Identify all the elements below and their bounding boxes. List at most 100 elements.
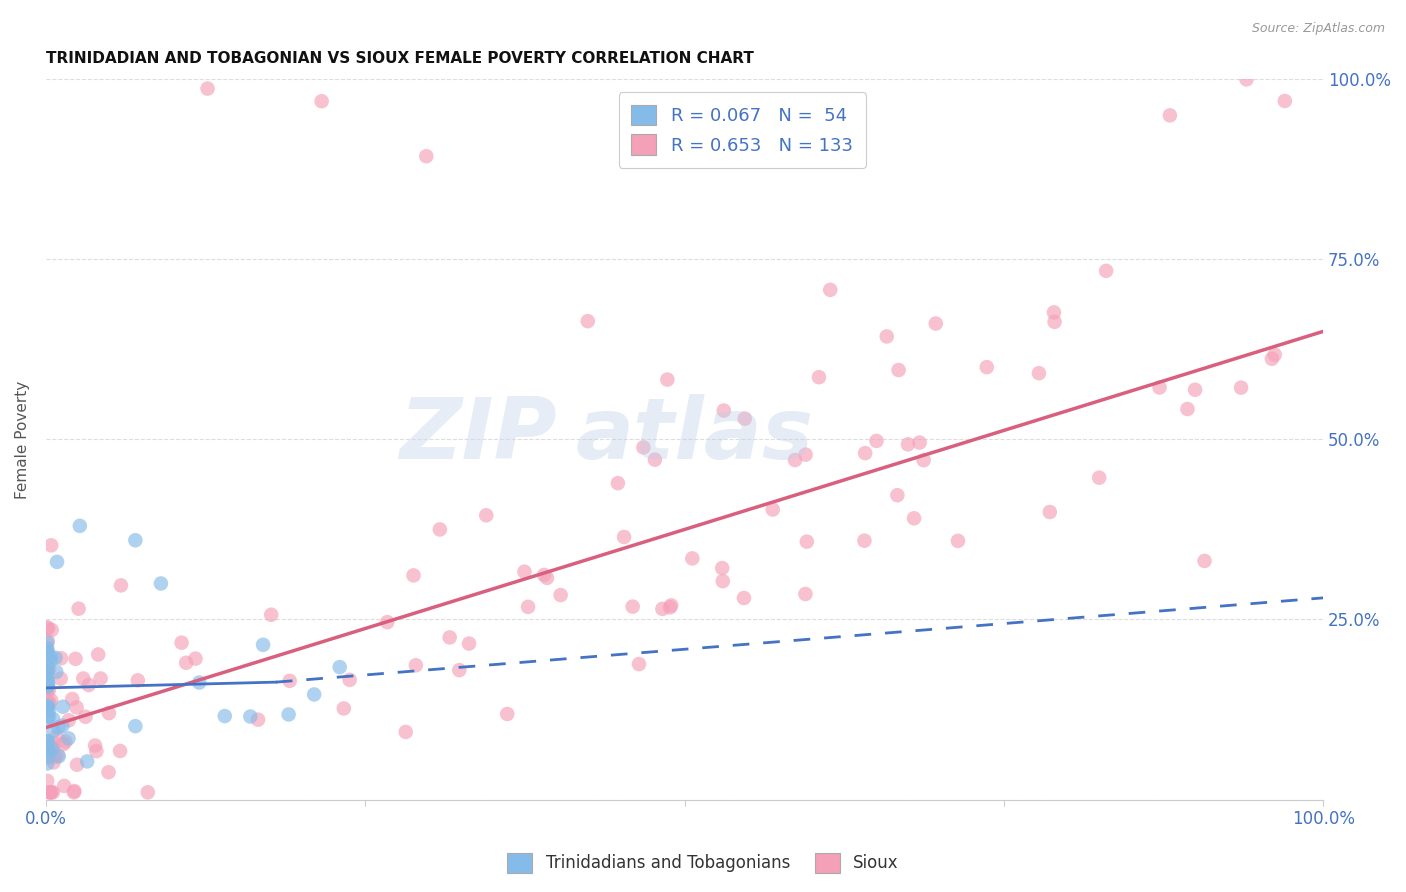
Point: [886, 488, 908, 502]
Point: [97, 706, 120, 720]
Point: [925, 317, 948, 331]
Point: [1236, 72, 1258, 87]
Point: [48, 720, 70, 734]
Point: [976, 360, 998, 375]
Point: [49, 672, 72, 686]
Point: [853, 533, 876, 548]
Point: [621, 599, 644, 614]
Point: [37, 756, 59, 771]
Point: [44, 650, 66, 665]
Point: [39, 785, 62, 799]
Point: [37, 673, 59, 687]
Point: [1264, 348, 1286, 362]
Point: [37, 738, 59, 752]
Point: [475, 508, 498, 523]
Point: [37, 679, 59, 693]
Point: [252, 638, 274, 652]
Point: [37, 622, 59, 636]
Point: [415, 149, 437, 163]
Point: [1261, 351, 1284, 366]
Point: [41, 623, 63, 637]
Point: [247, 713, 270, 727]
Point: [37, 665, 59, 679]
Point: [214, 709, 236, 723]
Point: [807, 370, 830, 384]
Point: [37, 740, 59, 755]
Text: atlas: atlas: [576, 394, 814, 477]
Point: [37, 620, 59, 634]
Point: [711, 574, 734, 588]
Point: [1177, 402, 1199, 417]
Point: [37, 700, 59, 714]
Point: [783, 453, 806, 467]
Point: [39, 650, 62, 665]
Point: [302, 688, 325, 702]
Point: [458, 636, 481, 650]
Point: [876, 329, 898, 343]
Point: [65, 652, 87, 666]
Point: [333, 701, 356, 715]
Point: [644, 452, 666, 467]
Point: [110, 578, 132, 592]
Point: [39, 785, 62, 799]
Point: [60, 692, 83, 706]
Point: [1043, 305, 1066, 319]
Point: [37, 773, 59, 788]
Point: [38, 709, 60, 723]
Point: [1095, 264, 1118, 278]
Point: [38, 662, 60, 676]
Point: [651, 602, 673, 616]
Point: [42, 723, 65, 738]
Point: [38, 743, 60, 757]
Point: [38, 703, 60, 717]
Point: [681, 551, 703, 566]
Point: [66, 700, 89, 714]
Point: [37, 647, 59, 661]
Point: [127, 673, 149, 688]
Point: [37, 747, 59, 762]
Point: [853, 446, 876, 460]
Point: [42, 756, 65, 770]
Point: [87, 648, 110, 662]
Point: [37, 743, 59, 757]
Point: [37, 665, 59, 680]
Point: [1043, 315, 1066, 329]
Point: [449, 663, 471, 677]
Legend: R = 0.067   N =  54, R = 0.653   N = 133: R = 0.067 N = 54, R = 0.653 N = 133: [619, 92, 866, 168]
Point: [439, 631, 461, 645]
Point: [39, 693, 62, 707]
Point: [903, 511, 925, 525]
Point: [170, 635, 193, 649]
Point: [37, 678, 59, 692]
Point: [897, 437, 920, 451]
Point: [55, 735, 77, 749]
Point: [277, 707, 299, 722]
Point: [38, 683, 60, 698]
Point: [311, 94, 333, 108]
Point: [513, 565, 536, 579]
Point: [67, 601, 90, 615]
Point: [887, 363, 910, 377]
Point: [37, 735, 59, 749]
Point: [58, 731, 80, 746]
Point: [402, 568, 425, 582]
Point: [395, 725, 418, 739]
Point: [38, 785, 60, 799]
Point: [49, 651, 72, 665]
Point: [39, 739, 62, 753]
Point: [946, 533, 969, 548]
Point: [37, 634, 59, 648]
Point: [550, 588, 572, 602]
Point: [42, 712, 65, 726]
Point: [794, 587, 817, 601]
Point: [52, 699, 75, 714]
Point: [77, 678, 100, 692]
Point: [69, 519, 91, 533]
Point: [38, 696, 60, 710]
Point: [149, 576, 172, 591]
Point: [174, 656, 197, 670]
Point: [53, 779, 76, 793]
Point: [184, 651, 207, 665]
Point: [48, 749, 70, 764]
Text: Source: ZipAtlas.com: Source: ZipAtlas.com: [1251, 22, 1385, 36]
